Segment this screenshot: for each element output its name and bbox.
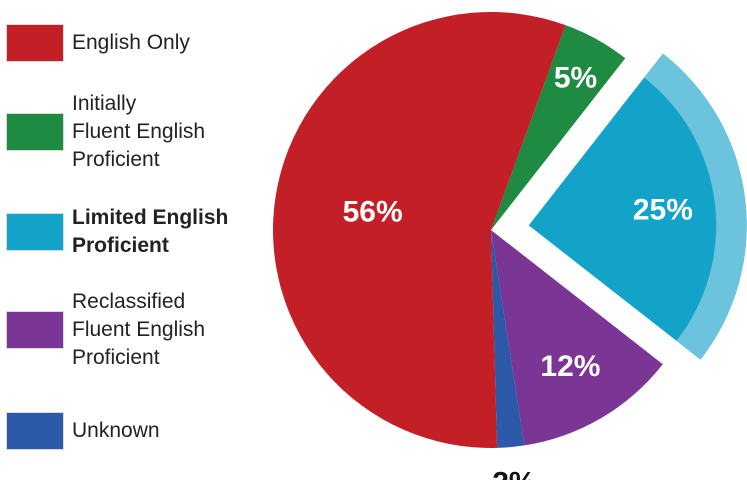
legend-item-unknown: Unknown xyxy=(6,412,160,450)
legend-swatch-limited-english xyxy=(6,213,64,251)
pie-slice-unknown xyxy=(491,230,525,448)
legend-label-english-only: English Only xyxy=(72,31,190,54)
data-label-english-only: 56% xyxy=(343,195,403,228)
legend-item-initially-fluent: Initially Fluent English Proficient xyxy=(6,90,205,174)
legend-label-limited-english: Limited English Proficient xyxy=(72,206,229,257)
legend-label-unknown: Unknown xyxy=(72,419,160,442)
legend-swatch-initially-fluent xyxy=(6,113,64,151)
legend-swatch-reclassified xyxy=(6,311,64,349)
pie-slice-english-only xyxy=(273,12,566,449)
pie-slice-initially-fluent xyxy=(491,25,626,231)
legend-item-reclassified: Reclassified Fluent English Proficient xyxy=(6,288,205,372)
legend-label-initially-fluent: Initially Fluent English Proficient xyxy=(72,92,206,171)
data-label-initially-fluent: 5% xyxy=(554,61,597,94)
pie-slice-highlight-limited-english xyxy=(644,53,747,360)
legend: English Only Initially Fluent English Pr… xyxy=(0,0,270,480)
legend-swatch-english-only xyxy=(6,24,64,62)
legend-item-english-only: English Only xyxy=(6,24,190,62)
data-label-unknown: 2% xyxy=(492,466,535,480)
legend-item-limited-english: Limited English Proficient xyxy=(6,204,228,260)
legend-label-reclassified: Reclassified Fluent English Proficient xyxy=(72,290,206,369)
pie-slice-reclassified xyxy=(491,230,663,446)
data-label-reclassified: 12% xyxy=(540,350,600,383)
data-label-limited-english: 25% xyxy=(633,193,693,226)
legend-swatch-unknown xyxy=(6,412,64,450)
